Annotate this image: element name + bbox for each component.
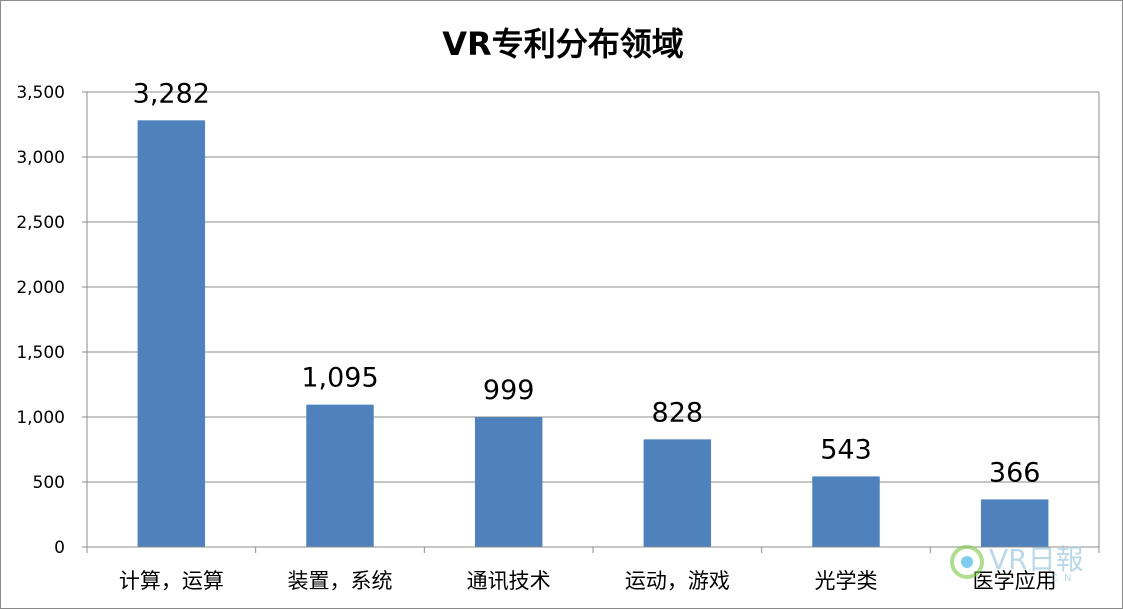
x-tick-label: 装置，系统 xyxy=(288,569,393,593)
y-tick-label: 500 xyxy=(33,473,65,493)
x-tick-label: 通讯技术 xyxy=(467,569,551,593)
watermark-ring-icon xyxy=(950,545,984,579)
data-label: 3,282 xyxy=(133,78,210,109)
y-tick-label: 3,500 xyxy=(16,83,65,103)
x-tick-label: 计算，运算 xyxy=(119,569,224,593)
y-tick-label: 2,500 xyxy=(16,213,65,233)
x-tick-label: 运动，游戏 xyxy=(625,569,730,593)
data-label: 543 xyxy=(820,434,872,465)
gridlines xyxy=(87,91,1099,483)
x-tick-label: 医学应用 xyxy=(973,569,1057,593)
bar xyxy=(474,417,543,547)
data-label: 999 xyxy=(483,375,535,406)
bar xyxy=(137,120,206,547)
labels: 0 500 1,000 1,500 2,000 2,500 3,000 3,500 3,282 计… xyxy=(16,78,1056,593)
y-tick-label: 3,000 xyxy=(16,148,65,168)
bar xyxy=(980,499,1049,547)
x-tick-label: 光学类 xyxy=(815,569,878,593)
y-tick-label: 1,500 xyxy=(16,343,65,363)
data-label: 366 xyxy=(989,457,1041,488)
y-tick-label: 0 xyxy=(54,538,65,558)
bars xyxy=(137,120,1049,547)
data-label: 828 xyxy=(652,397,704,428)
watermark-logo: VR日報 CN xyxy=(950,543,1084,584)
watermark-dot-icon xyxy=(961,556,973,568)
bar xyxy=(306,404,374,547)
bar xyxy=(643,439,712,547)
watermark-sub: CN xyxy=(1051,573,1077,584)
y-tick-label: 2,000 xyxy=(16,278,65,298)
data-label: 1,095 xyxy=(301,363,378,394)
watermark-text: VR日報 xyxy=(989,543,1084,576)
axes xyxy=(82,91,1100,553)
bar xyxy=(812,476,880,547)
y-tick-label: 1,000 xyxy=(16,408,65,428)
chart-title: VR专利分布领域 xyxy=(442,25,683,63)
